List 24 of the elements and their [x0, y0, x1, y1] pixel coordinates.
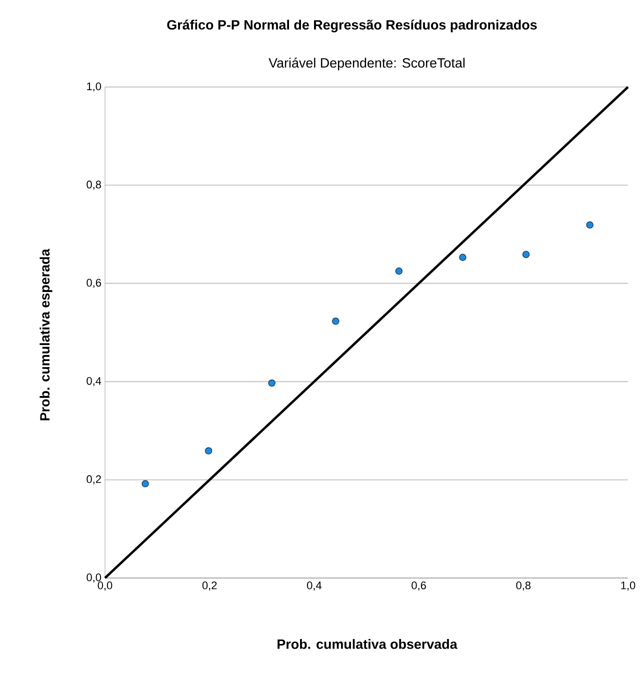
point [204, 447, 212, 454]
x-tick-label: 0,0 [98, 582, 112, 591]
x-tick-label: 0,4 [307, 582, 322, 591]
y-tick-label: 0,4 [86, 377, 102, 386]
chart-subtitle: Variável Dependente: ScoreTotal [268, 58, 465, 70]
y-tick-label: 0,6 [86, 278, 101, 288]
x-tick-label: 1,0 [621, 582, 636, 591]
x-axis-title: Prob. cumulativa observada [278, 639, 458, 649]
x-tick-label: 0,8 [516, 582, 531, 591]
y-tick-label: 0,8 [86, 180, 101, 190]
y-tick-label: 0,0 [86, 573, 102, 583]
point [395, 268, 403, 275]
y-tick-label: 0,2 [86, 475, 101, 484]
y-tick-label: 1,0 [87, 82, 102, 92]
point [332, 318, 340, 325]
x-tick-label: 0,2 [202, 582, 217, 591]
chart-title: Gráfico P-P Normal de Regressão Resíduos padronizados [167, 20, 537, 32]
point [459, 254, 466, 261]
x-tick-label: 0,6 [412, 582, 426, 591]
point [268, 379, 276, 387]
point [586, 221, 594, 229]
point [522, 250, 530, 258]
y-axis-title: Prob. cumulativa esperada [40, 248, 52, 420]
point [142, 480, 149, 488]
